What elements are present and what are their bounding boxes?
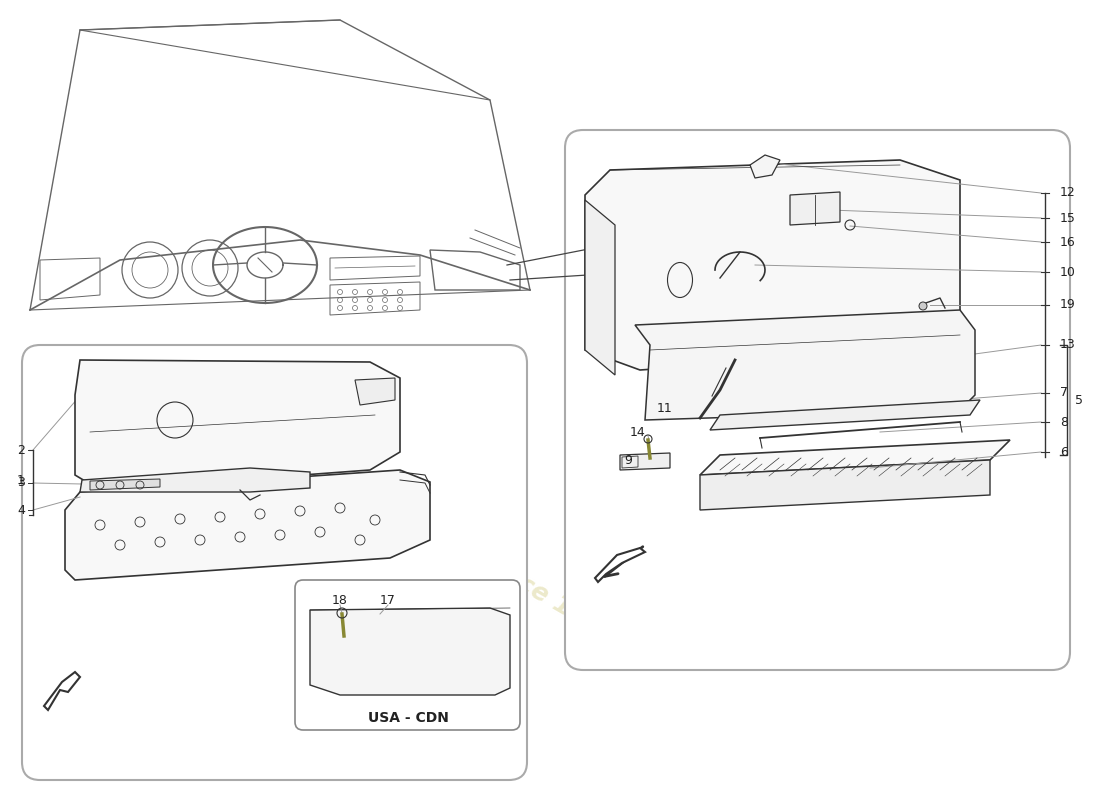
Polygon shape [595, 548, 645, 582]
Polygon shape [65, 470, 430, 580]
Text: 8: 8 [1060, 415, 1068, 429]
FancyBboxPatch shape [22, 345, 527, 780]
Text: 9: 9 [624, 454, 631, 466]
Polygon shape [750, 155, 780, 178]
Polygon shape [80, 468, 310, 492]
Polygon shape [790, 192, 840, 225]
Text: 6: 6 [1060, 446, 1068, 458]
Polygon shape [355, 378, 395, 405]
Text: 18: 18 [332, 594, 348, 606]
Text: 17: 17 [381, 594, 396, 606]
Polygon shape [620, 453, 670, 470]
Polygon shape [310, 608, 510, 695]
Circle shape [918, 302, 927, 310]
Polygon shape [710, 400, 980, 430]
Text: 19: 19 [1060, 298, 1076, 311]
Text: 16: 16 [1060, 235, 1076, 249]
Text: 13: 13 [1060, 338, 1076, 351]
Text: USA - CDN: USA - CDN [367, 711, 449, 725]
Text: 7: 7 [1060, 386, 1068, 399]
Text: since 1985: since 1985 [632, 254, 888, 426]
Text: 14: 14 [630, 426, 646, 438]
Text: 10: 10 [1060, 266, 1076, 278]
Polygon shape [700, 440, 1010, 475]
Text: 2: 2 [18, 443, 25, 457]
Polygon shape [585, 160, 960, 370]
Text: 12: 12 [1060, 186, 1076, 199]
Text: 15: 15 [1060, 211, 1076, 225]
Text: 3: 3 [18, 477, 25, 490]
Polygon shape [700, 460, 990, 510]
Polygon shape [90, 479, 160, 490]
FancyBboxPatch shape [565, 130, 1070, 670]
FancyBboxPatch shape [295, 580, 520, 730]
Polygon shape [44, 672, 80, 710]
Polygon shape [585, 200, 615, 375]
Text: 1: 1 [18, 474, 25, 486]
Text: a passion for parts since 1985: a passion for parts since 1985 [240, 414, 620, 646]
Text: 11: 11 [657, 402, 673, 414]
Text: 5: 5 [1075, 394, 1084, 406]
Polygon shape [635, 310, 975, 420]
Text: 4: 4 [18, 503, 25, 517]
Polygon shape [75, 360, 400, 490]
